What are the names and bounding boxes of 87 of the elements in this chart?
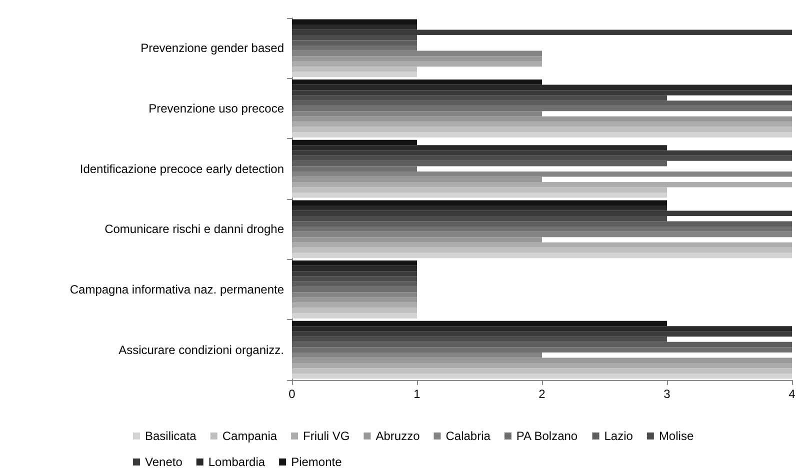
bar [292, 232, 792, 238]
y-tick-label: Campagna informativa naz. permanente [70, 282, 284, 296]
legend-label: Abruzzo [376, 429, 420, 443]
bar [292, 308, 417, 314]
bar [292, 72, 417, 78]
bar [292, 61, 542, 67]
bar [292, 90, 792, 96]
bar [292, 336, 667, 342]
bar [292, 166, 417, 172]
legend-label: Calabria [446, 429, 491, 443]
bar [292, 140, 417, 146]
legend-label: Campania [222, 429, 278, 443]
bar [292, 282, 417, 287]
bar [292, 126, 792, 132]
x-tick-label: 0 [288, 387, 296, 401]
bar [292, 24, 417, 30]
bar [292, 248, 792, 253]
bar [292, 156, 792, 161]
bar [292, 30, 792, 36]
x-tick-label: 4 [788, 387, 796, 401]
bar [292, 302, 417, 308]
legend-label: Veneto [145, 455, 183, 469]
bar [292, 210, 792, 216]
bar [292, 347, 792, 352]
y-tick-label: Comunicare rischi e danni droghe [104, 222, 284, 236]
y-tick-label: Assicurare condizioni organizz. [118, 342, 284, 357]
x-tick-label: 3 [664, 387, 671, 401]
bar [292, 205, 667, 211]
bar [292, 237, 542, 242]
y-tick-label: Prevenzione uso precoce [148, 102, 284, 116]
legend-label: Basilicata [145, 429, 197, 443]
legend-label: PA Bolzano [516, 429, 578, 443]
bar [292, 187, 667, 193]
y-tick-label: Prevenzione gender based [140, 41, 284, 56]
bar [292, 176, 542, 182]
bar [292, 352, 542, 358]
bar [292, 56, 542, 62]
bar [292, 116, 792, 122]
bar [292, 276, 417, 282]
bar [292, 106, 792, 112]
bar [292, 313, 417, 318]
bar [292, 260, 417, 266]
bar [292, 80, 542, 85]
bar [292, 271, 417, 276]
bar [292, 226, 792, 232]
legend-label: Lazio [604, 429, 634, 443]
bar [292, 326, 792, 332]
bar [292, 292, 417, 298]
legend-label: Piemonte [291, 455, 342, 469]
legend-label: Molise [658, 429, 694, 443]
bar [292, 368, 792, 374]
x-tick-label: 1 [414, 387, 421, 401]
bar [292, 145, 667, 150]
bar [292, 342, 792, 348]
bar [292, 331, 792, 337]
y-tick-label: Identificazione precoce early detection [80, 162, 284, 176]
bar [292, 358, 792, 363]
bar [292, 100, 792, 106]
bar [292, 320, 667, 326]
x-tick-label: 2 [538, 387, 546, 401]
bar [292, 362, 792, 368]
bar [292, 35, 417, 40]
bar [292, 221, 792, 227]
bar [292, 252, 792, 258]
legend-label: Lombardia [208, 455, 266, 469]
bar [292, 182, 792, 188]
bar [292, 192, 667, 198]
bar [292, 150, 792, 156]
bar [292, 200, 667, 206]
bar [292, 19, 417, 24]
bar [292, 122, 792, 127]
bar [292, 216, 667, 222]
bar [292, 242, 792, 248]
bar [292, 46, 417, 51]
bar [292, 160, 667, 166]
bar [292, 132, 792, 138]
bar [292, 171, 792, 177]
bar [292, 84, 792, 90]
bar [292, 286, 417, 292]
bar [292, 66, 417, 72]
bar [292, 111, 542, 116]
bar [292, 297, 417, 303]
bar [292, 50, 542, 56]
bar [292, 266, 417, 272]
bar [292, 40, 417, 46]
bar [292, 95, 667, 101]
legend-label: Friuli VG [303, 429, 350, 443]
